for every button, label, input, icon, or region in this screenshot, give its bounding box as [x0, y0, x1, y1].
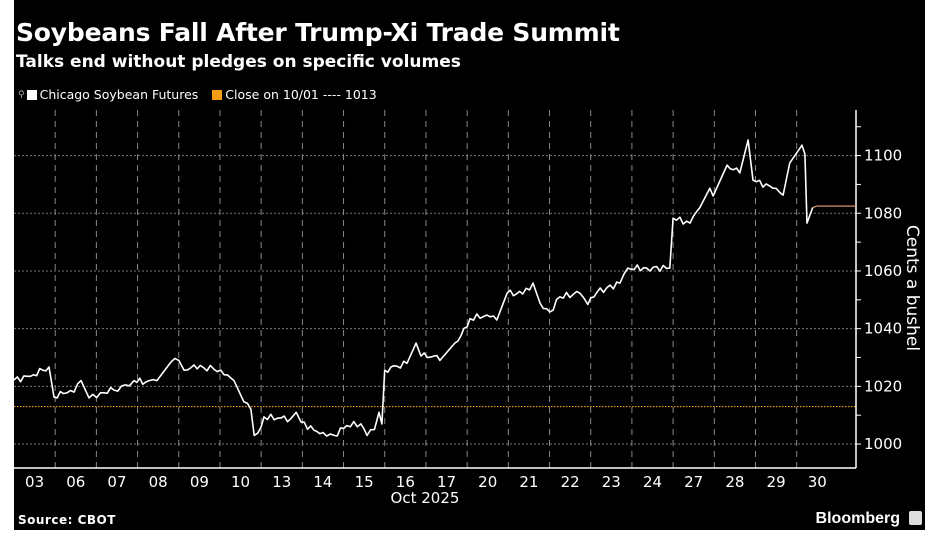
x-tick-label: 06 — [66, 473, 85, 491]
chart-subtitle: Talks end without pledges on specific vo… — [16, 52, 461, 72]
x-tick-label: 07 — [107, 473, 126, 491]
x-tick-label: 09 — [190, 473, 209, 491]
y-tick-label: 1060 — [864, 262, 902, 280]
chart-icon — [909, 511, 922, 525]
x-tick-label: 28 — [725, 473, 744, 491]
x-tick-label: 30 — [808, 473, 827, 491]
y-tick-label: 1020 — [864, 377, 902, 395]
legend-swatch-reference — [212, 89, 223, 100]
chart-panel — [14, 0, 925, 530]
y-tick-label: 1100 — [864, 147, 902, 165]
y-tick-label: 1080 — [864, 204, 902, 222]
x-tick-label: 08 — [149, 473, 168, 491]
legend-swatch-series — [26, 89, 37, 100]
x-tick-label: 27 — [684, 473, 703, 491]
x-tick-label: 23 — [602, 473, 621, 491]
x-tick-label: 22 — [561, 473, 580, 491]
x-tick-label: 10 — [231, 473, 250, 491]
x-tick-label: 16 — [396, 473, 415, 491]
x-tick-label: 15 — [355, 473, 374, 491]
x-tick-label: 14 — [313, 473, 332, 491]
source-note: Source: CBOT — [18, 513, 116, 527]
x-axis-label: Oct 2025 — [391, 489, 460, 507]
pin-icon: ⚲ — [18, 89, 25, 100]
legend: ⚲ Chicago Soybean Futures Close on 10/01… — [18, 87, 377, 102]
x-tick-label: 21 — [519, 473, 538, 491]
chart-title: Soybeans Fall After Trump-Xi Trade Summi… — [16, 18, 620, 47]
x-tick-label: 03 — [25, 473, 44, 491]
x-tick-label: 17 — [437, 473, 456, 491]
series-extension-line — [812, 205, 856, 209]
bloomberg-logo: Bloomberg — [815, 510, 900, 527]
legend-series-label: Chicago Soybean Futures — [39, 87, 199, 102]
legend-reference-label: Close on 10/01 ---- 1013 — [225, 87, 377, 102]
y-tick-label: 1040 — [864, 320, 902, 338]
x-tick-label: 24 — [643, 473, 662, 491]
series-line-soybean-futures — [13, 139, 814, 437]
x-tick-label: 29 — [767, 473, 786, 491]
x-tick-label: 13 — [272, 473, 291, 491]
x-tick-label: 20 — [478, 473, 497, 491]
y-tick-label: 1000 — [864, 435, 902, 453]
